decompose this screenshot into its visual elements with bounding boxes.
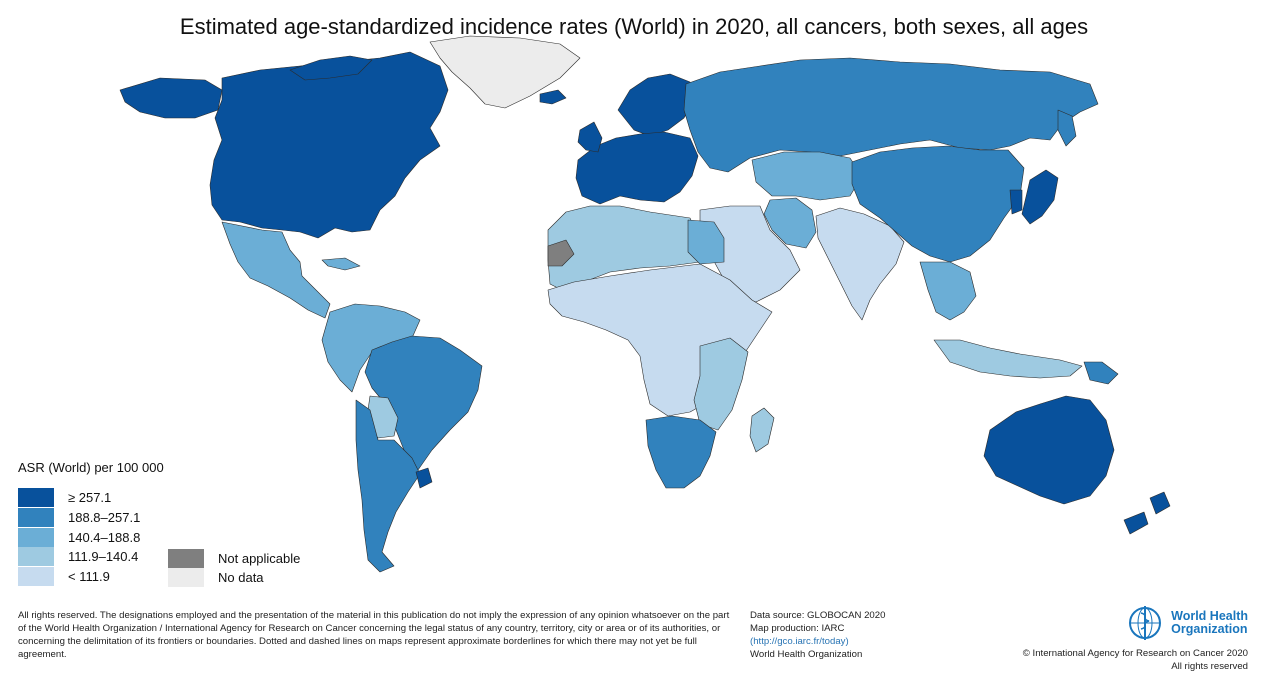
region-mexico-central-america — [221, 221, 331, 319]
legend-swatch — [18, 507, 54, 527]
region-australia — [983, 395, 1115, 505]
who-logo: World Health Organization — [1023, 603, 1248, 643]
region-egypt — [687, 219, 725, 265]
region-southeast-asia — [919, 261, 977, 321]
legend-item: 188.8–257.1 — [18, 507, 140, 527]
source-block: Data source: GLOBOCAN 2020 Map productio… — [750, 609, 930, 661]
region-cuba — [321, 257, 361, 271]
region-east-africa — [693, 337, 749, 431]
source-link[interactable]: (http://gco.iarc.fr/today) — [750, 636, 849, 647]
region-central-asia — [751, 151, 863, 201]
legend-swatch — [18, 487, 54, 507]
region-western-sahara — [547, 239, 575, 267]
region-nordic — [617, 73, 695, 137]
region-madagascar — [749, 407, 775, 453]
region-argentina-chile — [355, 399, 421, 573]
region-uruguay — [415, 467, 433, 489]
world-map — [119, 35, 1171, 573]
region-arctic-islands — [289, 55, 373, 81]
copyright-text: © International Agency for Research on C… — [1023, 647, 1248, 673]
who-emblem-icon — [1129, 606, 1162, 640]
legend-label: 111.9–140.4 — [68, 548, 139, 564]
who-name-line: World Health — [1171, 609, 1248, 623]
region-korea — [1009, 189, 1023, 215]
source-org-line: World Health Organization — [750, 649, 863, 660]
source-production-line: Map production: IARC — [750, 623, 845, 634]
region-iceland — [539, 89, 567, 105]
region-kamchatka — [1057, 109, 1077, 147]
legend-swatch — [168, 567, 204, 587]
legend-label: No data — [218, 569, 264, 585]
region-western-europe — [575, 131, 699, 205]
who-name: World Health Organization — [1171, 610, 1248, 636]
legend-swatch — [18, 546, 54, 566]
legend-swatch — [18, 527, 54, 547]
copyright-line: © International Agency for Research on C… — [1022, 648, 1248, 659]
map-title: Estimated age-standardized incidence rat… — [179, 14, 1089, 39]
region-indonesia — [933, 339, 1083, 379]
region-india — [815, 207, 905, 321]
legend-no-data: No data — [168, 567, 264, 587]
legend-swatch — [168, 548, 204, 568]
region-iran — [763, 197, 817, 249]
legend-item: 111.9–140.4 — [18, 546, 138, 566]
region-russia — [683, 57, 1099, 173]
region-alaska — [119, 77, 223, 119]
region-new-zealand — [1123, 491, 1171, 535]
source-data-line: Data source: GLOBOCAN 2020 — [750, 610, 886, 621]
who-block: World Health Organization © Internationa… — [1023, 603, 1248, 673]
legend-title: ASR (World) per 100 000 — [18, 460, 164, 475]
region-greenland — [429, 35, 581, 109]
region-north-america — [209, 51, 449, 239]
disclaimer-text: All rights reserved. The designations em… — [18, 610, 730, 660]
legend-label: ≥ 257.1 — [68, 489, 112, 505]
region-uk-ireland — [577, 121, 603, 153]
region-china — [851, 145, 1025, 263]
legend-item: < 111.9 — [18, 566, 110, 586]
legend-label: Not applicable — [218, 550, 301, 566]
who-name-line: Organization — [1171, 622, 1248, 636]
legend-label: 140.4–188.8 — [68, 529, 141, 545]
legend-not-applicable: Not applicable — [168, 548, 300, 568]
region-papua-new-guinea — [1083, 361, 1119, 385]
legend-swatch — [18, 566, 54, 586]
rights-line: All rights reserved — [1171, 661, 1248, 672]
legend-label: < 111.9 — [68, 568, 110, 584]
legend-item: 140.4–188.8 — [18, 527, 140, 547]
legend-label: 188.8–257.1 — [68, 509, 141, 525]
region-japan — [1021, 169, 1059, 225]
legend-item: ≥ 257.1 — [18, 487, 111, 507]
region-southern-africa — [645, 415, 717, 489]
